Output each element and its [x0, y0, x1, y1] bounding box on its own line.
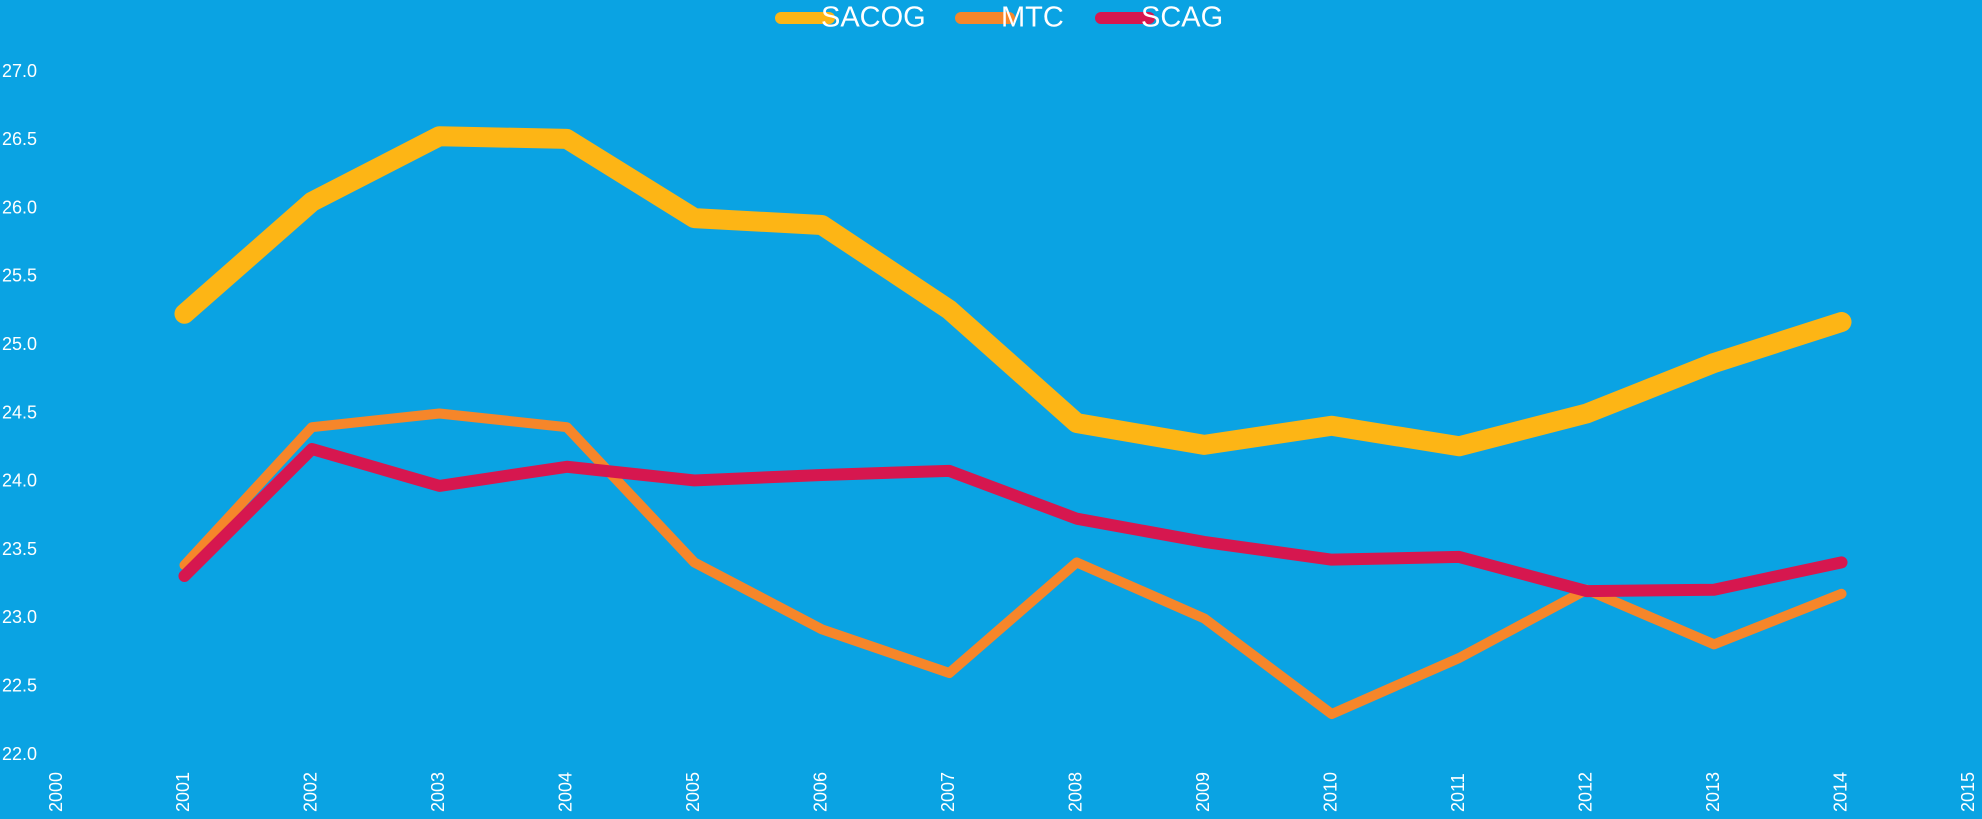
x-tick-label: 2011 [1448, 773, 1468, 812]
legend-label: SACOG [821, 2, 926, 34]
y-tick-label: 24.0 [2, 471, 37, 491]
x-tick-label: 2005 [683, 772, 703, 812]
x-tick-label: 2009 [1193, 772, 1213, 812]
x-tick-label: 2012 [1575, 772, 1595, 812]
y-tick-label: 24.5 [2, 402, 37, 422]
x-tick-label: 2000 [46, 772, 66, 812]
x-tick-label: 2015 [1958, 772, 1978, 812]
y-tick-label: 27.0 [2, 61, 37, 81]
series-line [174, 126, 1852, 457]
y-tick-label: 25.5 [2, 266, 37, 286]
x-tick-label: 2006 [811, 772, 831, 812]
legend-label: MTC [1001, 2, 1064, 34]
y-tick-label: 26.0 [2, 197, 37, 217]
y-tick-label: 22.5 [2, 675, 37, 695]
y-tick-label: 26.5 [2, 129, 37, 149]
x-tick-label: 2013 [1703, 772, 1723, 812]
legend-label: SCAG [1141, 2, 1223, 34]
x-tick-label: 2014 [1830, 772, 1850, 812]
x-tick-label: 2004 [556, 772, 576, 812]
x-tick-label: 2008 [1065, 772, 1085, 812]
series-line [178, 443, 1848, 598]
y-tick-label: 23.5 [2, 539, 37, 559]
x-tick-label: 2001 [173, 772, 193, 812]
x-tick-label: 2002 [301, 772, 321, 812]
y-tick-label: 25.0 [2, 334, 37, 354]
y-tick-label: 22.0 [2, 744, 37, 764]
y-tick-label: 23.0 [2, 607, 37, 627]
series-line [179, 408, 1847, 720]
x-tick-label: 2007 [938, 772, 958, 812]
x-tick-label: 2010 [1320, 772, 1340, 812]
x-tick-label: 2003 [428, 772, 448, 812]
